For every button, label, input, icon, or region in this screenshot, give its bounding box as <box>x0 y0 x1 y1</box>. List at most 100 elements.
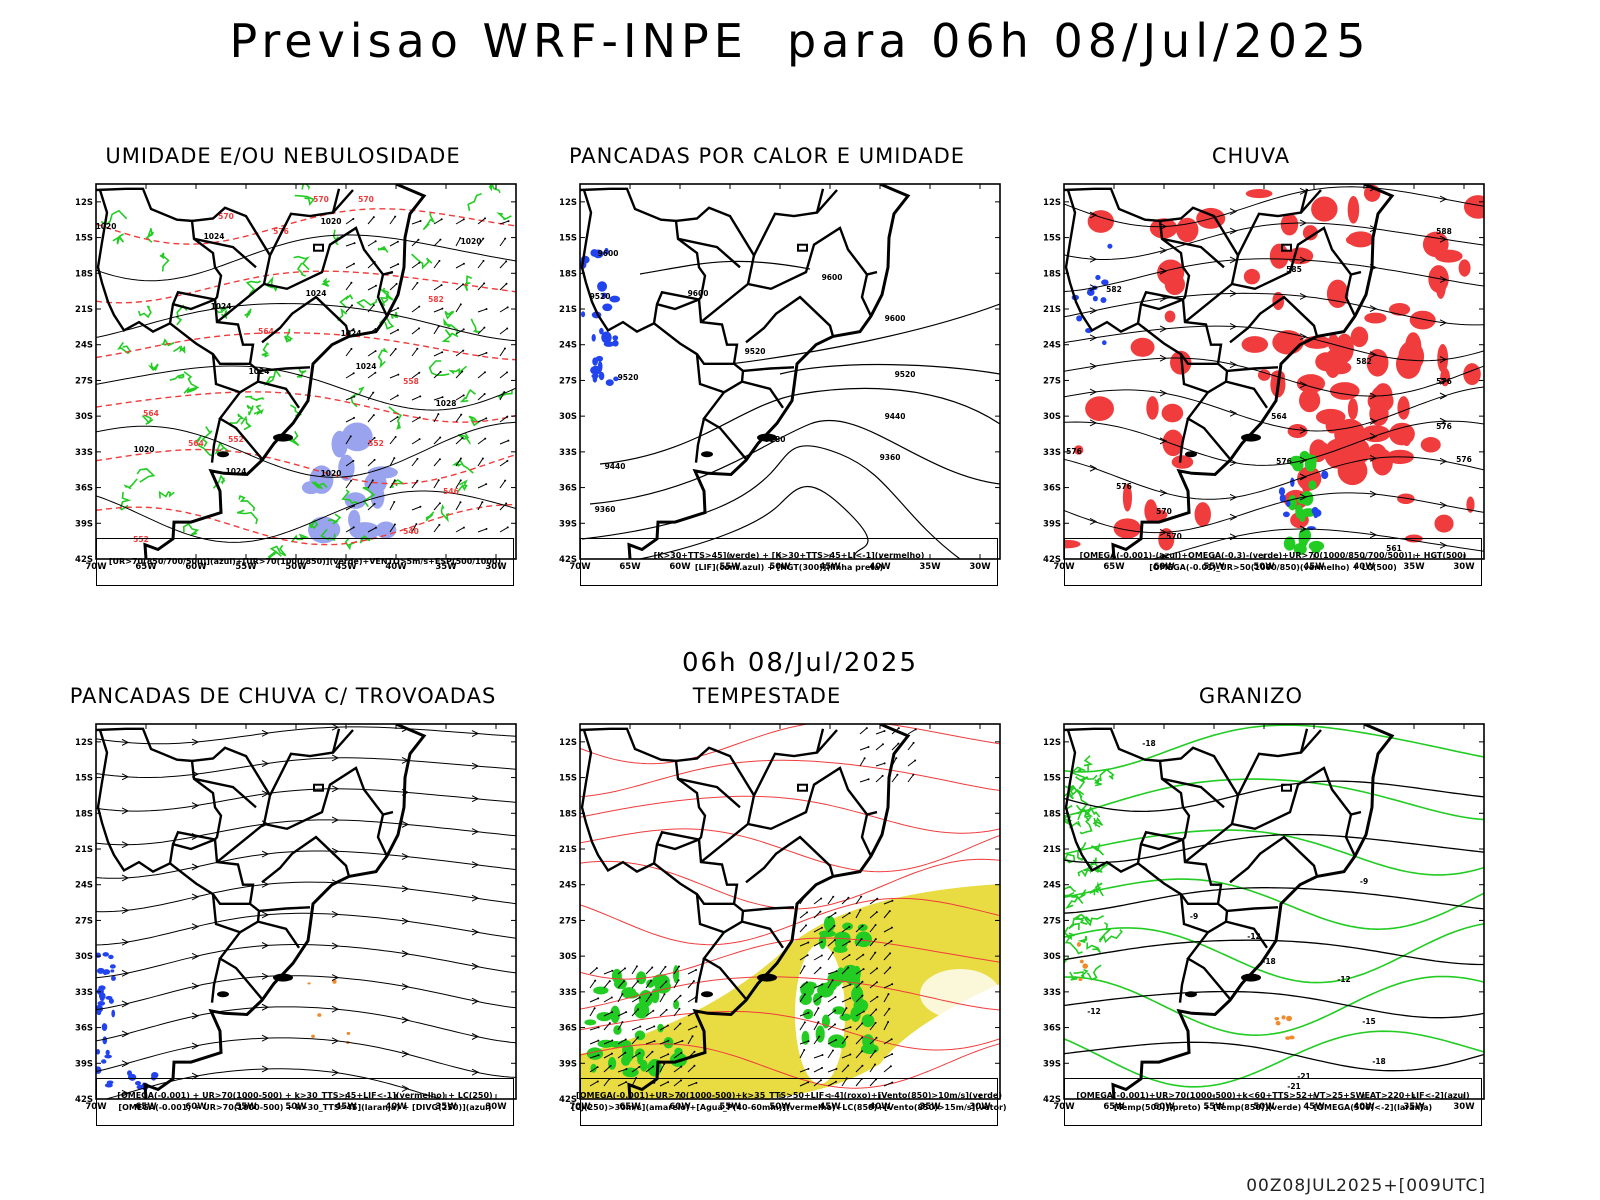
wind-vector <box>673 995 681 1003</box>
wind-vector-head <box>440 284 443 287</box>
border-line <box>1161 237 1225 269</box>
wind-vector-head <box>847 896 850 899</box>
lat-label: 27S <box>559 376 577 386</box>
streamline-arrow <box>331 974 340 981</box>
contour-label: 1024 <box>226 467 247 476</box>
temp850-contour <box>1064 885 1076 893</box>
wind-vector <box>603 970 613 975</box>
streamline-arrow <box>191 738 200 746</box>
wind-vector-head <box>807 1067 810 1070</box>
wind-vector <box>345 304 353 313</box>
streamline-arrow <box>191 1042 200 1050</box>
wind-vector-head <box>832 951 835 954</box>
wind-vector-head <box>597 1054 600 1057</box>
streamline <box>1064 492 1484 534</box>
basemap <box>1064 724 1395 1099</box>
legend-line: [K>30+TTS>45](verde) + [K>30+TTS>45+LI<-… <box>653 551 925 560</box>
temp500-contour <box>1064 887 1484 914</box>
streamline-arrow <box>1229 289 1238 297</box>
divergence-area <box>97 1001 106 1006</box>
rain-area <box>1329 382 1360 400</box>
wind-vector-head <box>664 965 667 968</box>
streamline-850 <box>580 937 1000 980</box>
lon-label: 55W <box>719 562 741 572</box>
pressure-contour <box>96 234 516 282</box>
humidity-low-contour <box>444 310 455 320</box>
lon-label: 65W <box>135 1102 157 1112</box>
divergence-area <box>108 998 114 1004</box>
wind-vector <box>799 981 808 989</box>
wind-vector <box>433 326 440 335</box>
wind-vector-head <box>890 940 893 943</box>
wind-vector-head <box>393 479 396 482</box>
wind-vector <box>659 993 665 1003</box>
lat-label: 33S <box>1043 988 1061 998</box>
wind-vector-head <box>504 237 507 240</box>
wind-vector <box>673 1008 680 1017</box>
thickness-label: 570 <box>218 212 234 221</box>
streamline-arrow <box>1229 493 1238 501</box>
streamline <box>1064 386 1484 432</box>
border-line <box>1178 418 1190 463</box>
instability-area <box>317 1013 322 1017</box>
border-line <box>694 418 706 463</box>
thickness-label: 546 <box>443 487 459 496</box>
wind-vector <box>883 910 891 919</box>
humidity-low-contour <box>388 406 402 430</box>
wind-vector <box>907 742 914 751</box>
wind-vector-head <box>861 994 864 997</box>
wind-vector-head <box>437 479 440 482</box>
wind-vector <box>855 1023 863 1031</box>
border-line <box>210 958 222 1003</box>
wind-vector <box>345 242 355 247</box>
lat-label: 42S <box>75 555 93 565</box>
wind-vector <box>827 1068 837 1073</box>
wind-vector-head <box>805 981 808 984</box>
wind-vector <box>617 1052 626 1059</box>
lon-label: 45W <box>335 562 357 572</box>
wind-vector <box>673 1023 681 1031</box>
wind-vector-head <box>863 757 866 760</box>
wind-vector-head <box>441 307 444 310</box>
wind-vector <box>477 283 485 291</box>
rain-area <box>1122 483 1132 512</box>
wind-vector-head <box>887 993 890 996</box>
lat-label: 39S <box>559 1059 577 1069</box>
strong-wind-area <box>818 930 836 938</box>
streamline-arrow <box>191 802 200 810</box>
streamline-arrow <box>1089 334 1098 342</box>
streamline-arrow <box>1299 381 1308 389</box>
wind-vector <box>345 282 352 291</box>
lat-label: 15S <box>75 234 93 244</box>
rain-area <box>1243 268 1261 285</box>
lon-label: 35W <box>919 562 941 572</box>
wind-vector <box>859 778 869 783</box>
border-line <box>741 380 784 409</box>
streamline-arrow <box>1369 531 1378 539</box>
temp500-contour <box>1064 990 1484 1019</box>
legend-line: [OMEGA(-0.001)+UR>70(1000-500)+k>35_TTS>… <box>576 1091 1002 1100</box>
border-line <box>1184 226 1362 324</box>
heavy-rain-area <box>1308 480 1317 490</box>
basemap <box>96 184 427 559</box>
rain-area <box>1389 422 1415 446</box>
streamline-arrow <box>1299 256 1308 264</box>
humidity-low-contour <box>457 479 468 493</box>
lat-label: 18S <box>559 809 577 819</box>
streamline-arrow <box>1159 247 1168 254</box>
wind-vector <box>687 996 696 1003</box>
wind-vector <box>813 927 823 933</box>
divergence-area <box>151 1071 159 1079</box>
lat-label: 27S <box>559 916 577 926</box>
wind-vector-head <box>594 979 597 982</box>
wind-vector-head <box>483 326 486 329</box>
wind-vector <box>855 909 861 919</box>
wind-vector-head <box>374 284 377 287</box>
wind-vector-head <box>506 459 509 462</box>
humidity-low-contour <box>244 308 252 319</box>
geopotential-contour <box>589 419 1000 505</box>
rain-area <box>1409 310 1436 330</box>
lat-label: 21S <box>75 305 93 315</box>
wind-vector-head <box>624 967 627 970</box>
wind-vector-head <box>861 1036 864 1039</box>
